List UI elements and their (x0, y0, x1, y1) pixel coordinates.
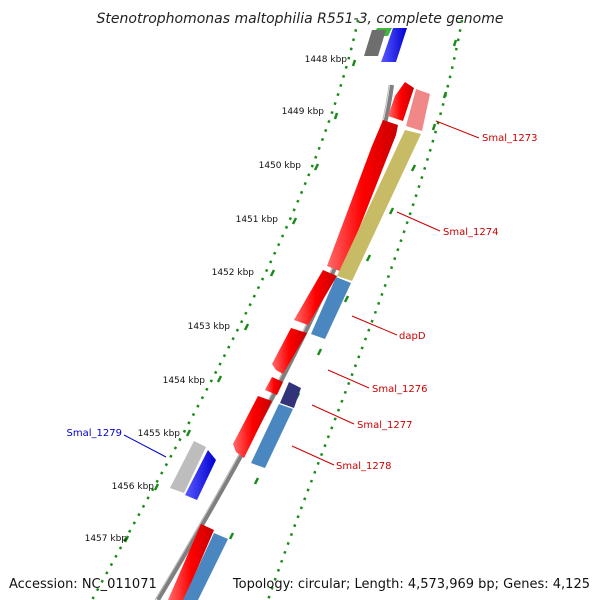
label-smal-1274[interactable]: Smal_1274 (443, 227, 498, 238)
kbp-label: 1448 kbp (305, 55, 348, 65)
feature-smal-1279[interactable] (170, 441, 206, 493)
kbp-label: 1455 kbp (138, 429, 181, 439)
gene-smal-1277-forward[interactable] (265, 377, 283, 395)
feature-smal-1278[interactable] (251, 404, 293, 468)
kbp-label: 1451 kbp (236, 215, 279, 225)
kbp-label: 1454 kbp (163, 376, 206, 386)
feature-smal-1273[interactable] (406, 89, 430, 131)
gene-smal-1278-forward[interactable] (233, 396, 272, 458)
label-smal-1279[interactable]: Smal_1279 (67, 428, 122, 439)
gene-smal-1279-reverse[interactable] (185, 450, 216, 500)
label-smal-1278[interactable]: Smal_1278 (336, 461, 391, 472)
label-leader-smal-1279 (123, 434, 167, 458)
kbp-label: 1453 kbp (188, 322, 231, 332)
label-dapd[interactable]: dapD (399, 331, 426, 342)
kbp-label: 1450 kbp (259, 161, 302, 171)
kbp-label: 1456 kbp (112, 482, 155, 492)
feature-bottom[interactable] (183, 533, 228, 600)
gene-smal-1274-forward[interactable] (327, 120, 398, 272)
map-title: Stenotrophomonas maltophilia R551-3, com… (97, 11, 504, 27)
kbp-label: 1452 kbp (212, 268, 255, 278)
inner-major-ticks (123, 59, 357, 543)
gene-top-blue[interactable] (381, 28, 407, 62)
gene-smal-1273-forward[interactable] (388, 82, 414, 121)
gene-bottom-forward[interactable] (168, 524, 214, 600)
gene-smal-1276-forward[interactable] (272, 328, 307, 374)
label-leader-lines (291, 120, 480, 466)
label-smal-1276[interactable]: Smal_1276 (372, 384, 427, 395)
kbp-label: 1449 kbp (282, 107, 325, 117)
label-smal-1273[interactable]: Smal_1273 (482, 133, 537, 144)
kbp-labels: 1448 kbp 1449 kbp 1450 kbp 1451 kbp 1452… (85, 55, 348, 544)
feature-smal-1277[interactable] (280, 382, 301, 408)
gene-top-grey[interactable] (364, 30, 386, 56)
gene-dapd-forward[interactable] (294, 270, 337, 325)
feature-smal-1274[interactable] (337, 130, 421, 281)
label-smal-1277[interactable]: Smal_1277 (357, 420, 412, 431)
kbp-label: 1457 kbp (85, 534, 128, 544)
accession-text: Accession: NC_011071 (9, 577, 157, 592)
feature-dapd[interactable] (311, 277, 351, 339)
topology-text: Topology: circular; Length: 4,573,969 bp… (232, 577, 590, 592)
